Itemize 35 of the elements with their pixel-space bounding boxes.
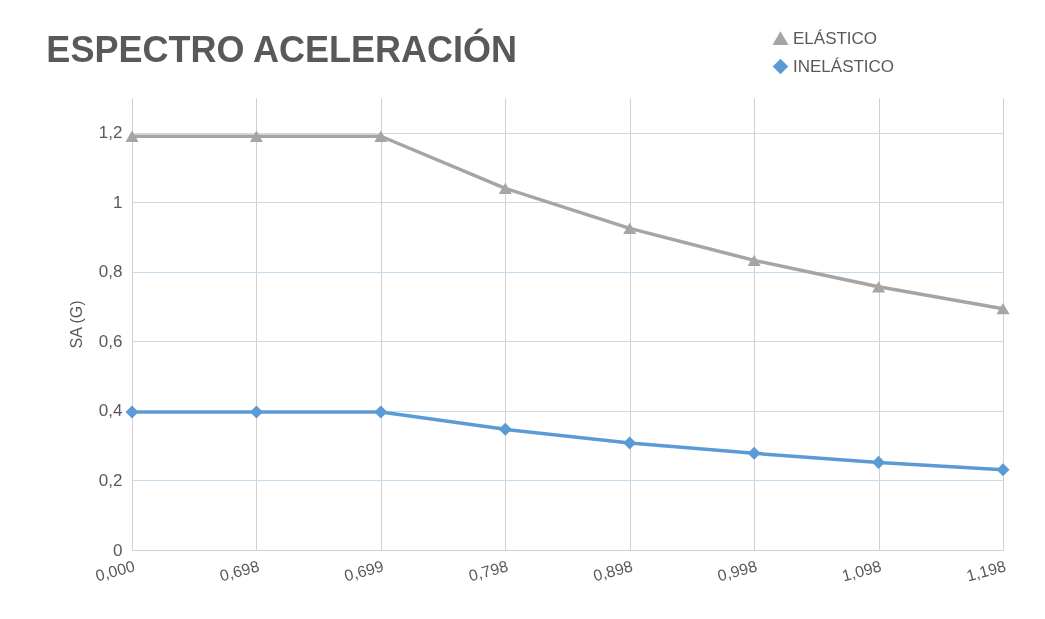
y-tick-label: 0,4 xyxy=(98,401,123,421)
y-tick-label: 1,2 xyxy=(98,123,123,143)
x-tick-label: 1,198 xyxy=(964,557,1008,585)
point xyxy=(747,446,761,460)
point xyxy=(125,130,139,142)
x-tick-label: 1,098 xyxy=(840,557,884,585)
point xyxy=(996,463,1010,477)
point xyxy=(498,422,512,436)
y-tick-label: 0 xyxy=(113,540,123,560)
x-tick-label: 0,698 xyxy=(217,557,262,585)
point xyxy=(125,405,139,419)
y-tick-label: 0,2 xyxy=(98,470,123,490)
legend-label: INELÁSTICO xyxy=(793,56,895,76)
x-tick-label: 0,798 xyxy=(466,557,511,585)
point xyxy=(872,281,886,293)
point xyxy=(996,303,1010,315)
legend-label: ELÁSTICO xyxy=(793,28,878,48)
y-tick-label: 1 xyxy=(113,192,123,212)
x-tick-label: 0,998 xyxy=(715,557,759,585)
point xyxy=(498,182,512,195)
chart-title: ESPECTRO ACELERACIÓN xyxy=(46,28,518,70)
point xyxy=(249,130,263,142)
point xyxy=(249,405,263,419)
y-tick-label: 0,6 xyxy=(98,331,123,351)
y-axis-title: SA (G) xyxy=(67,300,85,349)
x-tick-label: 0,898 xyxy=(591,557,635,585)
point xyxy=(623,436,637,450)
point xyxy=(374,405,388,419)
point xyxy=(747,254,761,267)
point xyxy=(872,455,886,469)
point xyxy=(374,130,388,142)
x-tick-label: 0,000 xyxy=(93,557,137,585)
point xyxy=(623,222,637,235)
y-tick-label: 0,8 xyxy=(98,262,123,282)
x-tick-label: 0,699 xyxy=(342,557,386,585)
